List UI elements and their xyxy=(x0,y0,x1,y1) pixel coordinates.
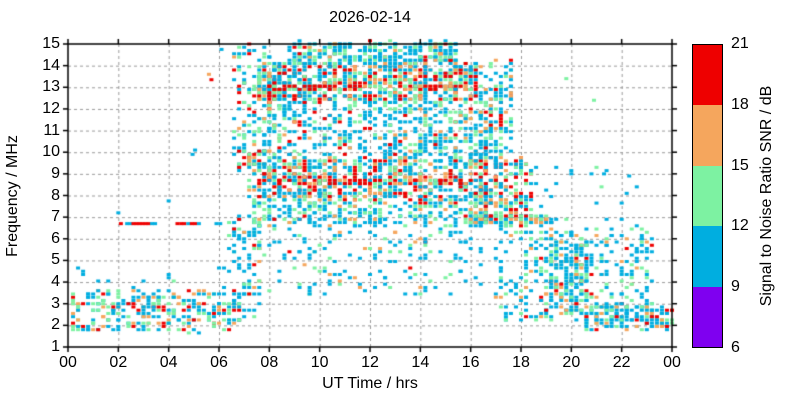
colorbar-tick-label: 9 xyxy=(731,278,740,296)
x-tick-label: 18 xyxy=(512,354,530,371)
x-tick-label: 12 xyxy=(361,354,379,371)
x-tick-label: 00 xyxy=(59,354,77,371)
colorbar-segment-6-9 xyxy=(693,286,722,348)
y-tick-label: 10 xyxy=(42,143,60,161)
colorbar-tick-label: 21 xyxy=(731,35,749,52)
colorbar-label: Signal to Noise Ratio SNR / dB xyxy=(758,85,775,307)
colorbar-segment-12-15 xyxy=(693,165,722,227)
colorbar-segment-18-21 xyxy=(693,45,722,106)
x-tick-label: 04 xyxy=(159,354,178,371)
colorbar-segment-9-12 xyxy=(693,226,722,287)
colorbar-tick-label: 15 xyxy=(731,156,749,174)
y-tick-label: 12 xyxy=(42,99,60,117)
chart-title: 2026-02-14 xyxy=(329,9,411,26)
y-tick-label: 13 xyxy=(42,78,60,96)
colorbar-tick-label: 18 xyxy=(731,95,749,113)
colorbar-tick-label: 6 xyxy=(731,339,740,356)
y-tick-label: 1 xyxy=(51,338,60,355)
y-tick-label: 8 xyxy=(51,186,60,204)
x-tick-label: 02 xyxy=(109,354,128,371)
y-axis-label: Frequency / MHz xyxy=(4,135,21,257)
x-tick-label: 22 xyxy=(612,354,631,371)
y-tick-label: 6 xyxy=(51,229,60,247)
colorbar-segment-15-18 xyxy=(693,105,722,166)
y-tick-label: 4 xyxy=(51,273,60,291)
colorbar-tick-label: 12 xyxy=(731,217,749,235)
x-tick-label: 06 xyxy=(210,354,228,371)
y-tick-label: 11 xyxy=(43,121,60,139)
y-tick-label: 3 xyxy=(51,294,60,312)
y-tick-label: 5 xyxy=(51,251,60,269)
y-tick-label: 15 xyxy=(42,35,60,52)
y-tick-label: 9 xyxy=(51,164,60,182)
x-tick-label: 14 xyxy=(411,354,430,371)
colorbar xyxy=(692,44,723,348)
x-tick-label: 10 xyxy=(310,354,329,371)
x-tick-label: 00 xyxy=(663,354,681,371)
y-tick-label: 14 xyxy=(42,56,60,74)
y-tick-label: 2 xyxy=(51,316,60,334)
y-tick-label: 7 xyxy=(51,208,60,226)
x-tick-label: 20 xyxy=(562,354,581,371)
x-tick-label: 16 xyxy=(461,354,480,371)
x-tick-label: 08 xyxy=(260,354,279,371)
x-axis-label: UT Time / hrs xyxy=(322,375,418,392)
